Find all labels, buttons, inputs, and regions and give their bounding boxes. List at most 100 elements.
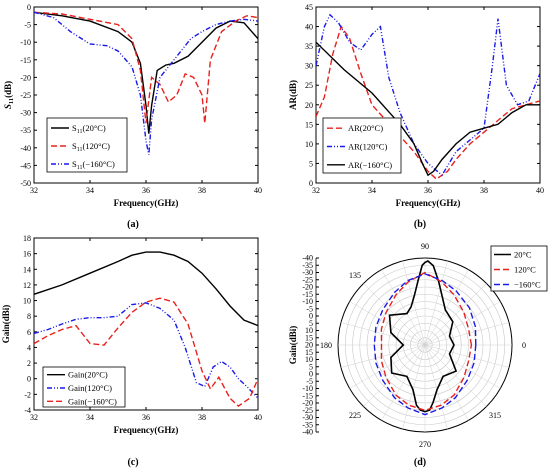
radial-tick-label: 20 <box>305 341 313 350</box>
legend-label: 20°C <box>514 250 532 260</box>
y-tick-label: 0 <box>27 3 31 12</box>
angle-label: 270 <box>419 440 431 449</box>
y-tick-label: 12 <box>23 281 31 290</box>
legend-label-part: S <box>72 159 77 169</box>
y-tick-label: -45 <box>20 161 31 170</box>
polar-spoke <box>381 344 426 421</box>
panel-label: (d) <box>414 457 426 468</box>
radial-tick-label: -40 <box>302 428 313 437</box>
y-tick-label: 10 <box>23 297 31 306</box>
series-line-1 <box>34 11 258 124</box>
x-axis-label: Frequency(GHz) <box>114 425 179 435</box>
radial-tick-label: -30 <box>302 413 313 422</box>
x-tick-label: 40 <box>254 186 262 195</box>
legend-label-part: S <box>72 141 77 151</box>
y-tick-label: 40 <box>305 23 313 32</box>
polar-spoke <box>340 322 426 346</box>
x-tick-label: 34 <box>86 186 94 195</box>
legend-label-part: S <box>72 123 77 133</box>
y-tick-label: 4 <box>27 343 31 352</box>
legend-label: AR(−160°C) <box>348 160 392 170</box>
x-tick-label: 36 <box>424 186 432 195</box>
series-line-2 <box>34 297 258 407</box>
y-tick-label: 16 <box>23 250 31 259</box>
polar-spoke <box>424 301 501 346</box>
radial-tick-label: -20 <box>302 283 313 292</box>
radial-tick-label: -15 <box>302 290 313 299</box>
y-tick-label: 0 <box>309 179 313 188</box>
y-tick-label: -20 <box>20 73 31 82</box>
panel-label: (b) <box>414 219 426 230</box>
x-tick-label: 40 <box>536 186 544 195</box>
y-tick-label: 25 <box>305 81 313 90</box>
radial-tick-label: 5 <box>309 362 313 371</box>
series-line-0 <box>34 251 258 327</box>
legend-label: −160°C <box>514 280 541 290</box>
x-tick-label: 34 <box>86 413 94 422</box>
polar-spoke <box>424 322 510 346</box>
polar-series-0 <box>388 260 458 413</box>
polar-series-2 <box>373 273 477 416</box>
angle-label: 180 <box>320 341 332 350</box>
polar-spoke <box>363 344 426 407</box>
legend-label: 120°C <box>514 265 536 275</box>
y-tick-label: -5 <box>24 21 31 30</box>
x-tick-label: 38 <box>480 186 488 195</box>
radial-tick-label: 15 <box>305 348 313 357</box>
x-tick-label: 36 <box>142 413 150 422</box>
legend-box <box>490 245 548 292</box>
y-tick-label: -4 <box>24 406 31 415</box>
y-tick-label: 20 <box>305 101 313 110</box>
y-tick-label: -25 <box>20 91 31 100</box>
angle-label: 135 <box>349 271 361 280</box>
x-axis-label: Frequency(GHz) <box>114 198 179 208</box>
chart-panel-d: 04590135180225270315-40-35-30-25-20-15-1… <box>288 242 548 468</box>
x-tick-label: 32 <box>30 413 38 422</box>
series-line-2 <box>316 41 540 177</box>
series-line-1 <box>34 302 258 399</box>
chart-panel-c: 32 34 36 38 40 -4 -2 0 2 4 6 8 10 12 14 16 18 Frequency(G… <box>1 234 262 468</box>
series-line-0 <box>34 11 258 134</box>
legend-label-subscript: 11 <box>77 129 83 135</box>
polar-spoke <box>349 344 426 389</box>
radial-tick-label: -25 <box>302 406 313 415</box>
radial-tick-label: -20 <box>302 399 313 408</box>
y-axis-label: S11(dB) <box>3 81 15 109</box>
x-tick-label: 40 <box>254 413 262 422</box>
y-tick-label: -35 <box>20 126 31 135</box>
y-tick-label: 5 <box>309 159 313 168</box>
y-tick-label: 30 <box>305 62 313 71</box>
y-tick-label: 35 <box>305 42 313 51</box>
legend-label: Gain(−160°C) <box>68 396 117 406</box>
legend-label: Gain(120°C) <box>68 383 112 393</box>
y-axis-label: Gain(dBi) <box>1 305 11 344</box>
legend-label-subscript: 11 <box>77 147 83 153</box>
y-tick-label: -40 <box>20 144 31 153</box>
chart-panel-b: 32 34 36 38 40 0 5 10 15 20 25 30 35 40 45 Frequency(GH… <box>288 3 544 230</box>
radial-tick-label: 0 <box>309 312 313 321</box>
y-tick-label: -15 <box>20 56 31 65</box>
legend-label-part: (20°C) <box>83 123 106 133</box>
polar-spoke <box>402 344 426 430</box>
angle-label: 315 <box>489 411 501 420</box>
radial-tick-label: -40 <box>302 254 313 263</box>
legend-label-subscript: 11 <box>77 165 83 171</box>
polar-spoke <box>424 344 469 421</box>
series-line-1 <box>316 13 540 177</box>
polar-spoke <box>349 301 426 346</box>
radial-tick-label: 0 <box>309 370 313 379</box>
y-axis-label: AR(dB) <box>288 80 298 110</box>
x-tick-label: 38 <box>198 413 206 422</box>
x-tick-label: 36 <box>142 186 150 195</box>
polar-spoke <box>424 344 448 430</box>
y-tick-label: 15 <box>305 120 313 129</box>
radial-tick-label: -35 <box>302 420 313 429</box>
y-axis-label-part: S <box>3 104 13 109</box>
polar-spoke <box>340 344 426 368</box>
chart-panel-a: 32 34 36 38 40 0 -5 -10 -15 -20 -25 -30 -35 -40 -45 -50… <box>3 3 262 230</box>
polar-spoke <box>424 344 510 368</box>
legend-box <box>46 117 128 173</box>
polar-spoke <box>381 269 426 346</box>
legend-label: S11(20°C) <box>72 123 106 135</box>
